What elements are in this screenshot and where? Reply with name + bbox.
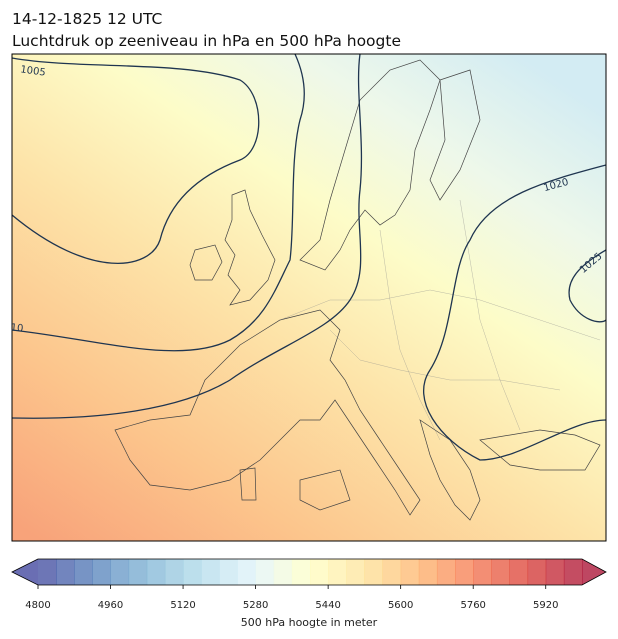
- isobar-label: 10: [10, 322, 24, 334]
- map-background: [12, 54, 606, 541]
- colorbar-band: [291, 559, 311, 585]
- colorbar-extend-low: [12, 559, 38, 585]
- colorbar-band: [56, 559, 75, 585]
- colorbar-band: [273, 559, 293, 585]
- colorbar-band: [563, 559, 583, 585]
- colorbar-tick-label: 5600: [388, 600, 413, 611]
- map: [12, 54, 606, 541]
- colorbar-label: 500 hPa hoogte in meter: [241, 616, 378, 629]
- colorbar-band: [382, 559, 402, 585]
- colorbar-band: [545, 559, 565, 585]
- colorbar-band: [400, 559, 420, 585]
- colorbar-band: [473, 559, 492, 585]
- colorbar-tick-label: 4960: [98, 600, 123, 611]
- isobars: [12, 54, 606, 461]
- colorbar-band: [346, 559, 365, 585]
- title-line: 14-12-1825 12 UTC: [12, 10, 162, 28]
- colorbar-band: [92, 559, 112, 585]
- colorbar-band: [146, 559, 166, 585]
- colorbar-band: [128, 559, 148, 585]
- map-frame: [11, 53, 607, 542]
- colorbar: 4800 4960 5120 5280 5440 5600 5760 5920 500 hPa …: [11, 558, 607, 629]
- colorbar-band: [418, 559, 438, 585]
- colorbar-tick-label: 5280: [243, 600, 268, 611]
- borders: [279, 199, 601, 441]
- isobar-label: 1005: [20, 64, 47, 78]
- colorbar-band: [255, 559, 275, 585]
- colorbar-band: [364, 559, 384, 585]
- colorbar-band: [455, 559, 474, 585]
- colorbar-band: [436, 559, 456, 585]
- colorbar-tick-label: 5760: [460, 600, 485, 611]
- colorbar-band: [328, 559, 347, 585]
- colorbar-band: [201, 559, 220, 585]
- colorbar-outline: [11, 558, 607, 586]
- colorbar-band: [164, 559, 184, 585]
- colorbar-tick-label: 5920: [533, 600, 558, 611]
- colorbar-tick-label: 4800: [25, 600, 50, 611]
- colorbar-band: [491, 559, 510, 585]
- colorbar-band: [38, 559, 57, 585]
- colorbar-band: [237, 559, 257, 585]
- colorbar-band: [509, 559, 529, 585]
- colorbar-tick-label: 5440: [315, 600, 340, 611]
- colorbar-band: [219, 559, 238, 585]
- colorbar-band: [310, 559, 329, 585]
- colorbar-tick-label: 5120: [170, 600, 195, 611]
- coastlines: [114, 59, 601, 521]
- title-line: Luchtdruk op zeeniveau in hPa en 500 hPa…: [12, 32, 401, 50]
- colorbar-band: [527, 559, 547, 585]
- colorbar-band: [74, 559, 93, 585]
- colorbar-band: [183, 559, 202, 585]
- colorbar-band: [110, 559, 130, 585]
- colorbar-extend-high: [582, 559, 606, 585]
